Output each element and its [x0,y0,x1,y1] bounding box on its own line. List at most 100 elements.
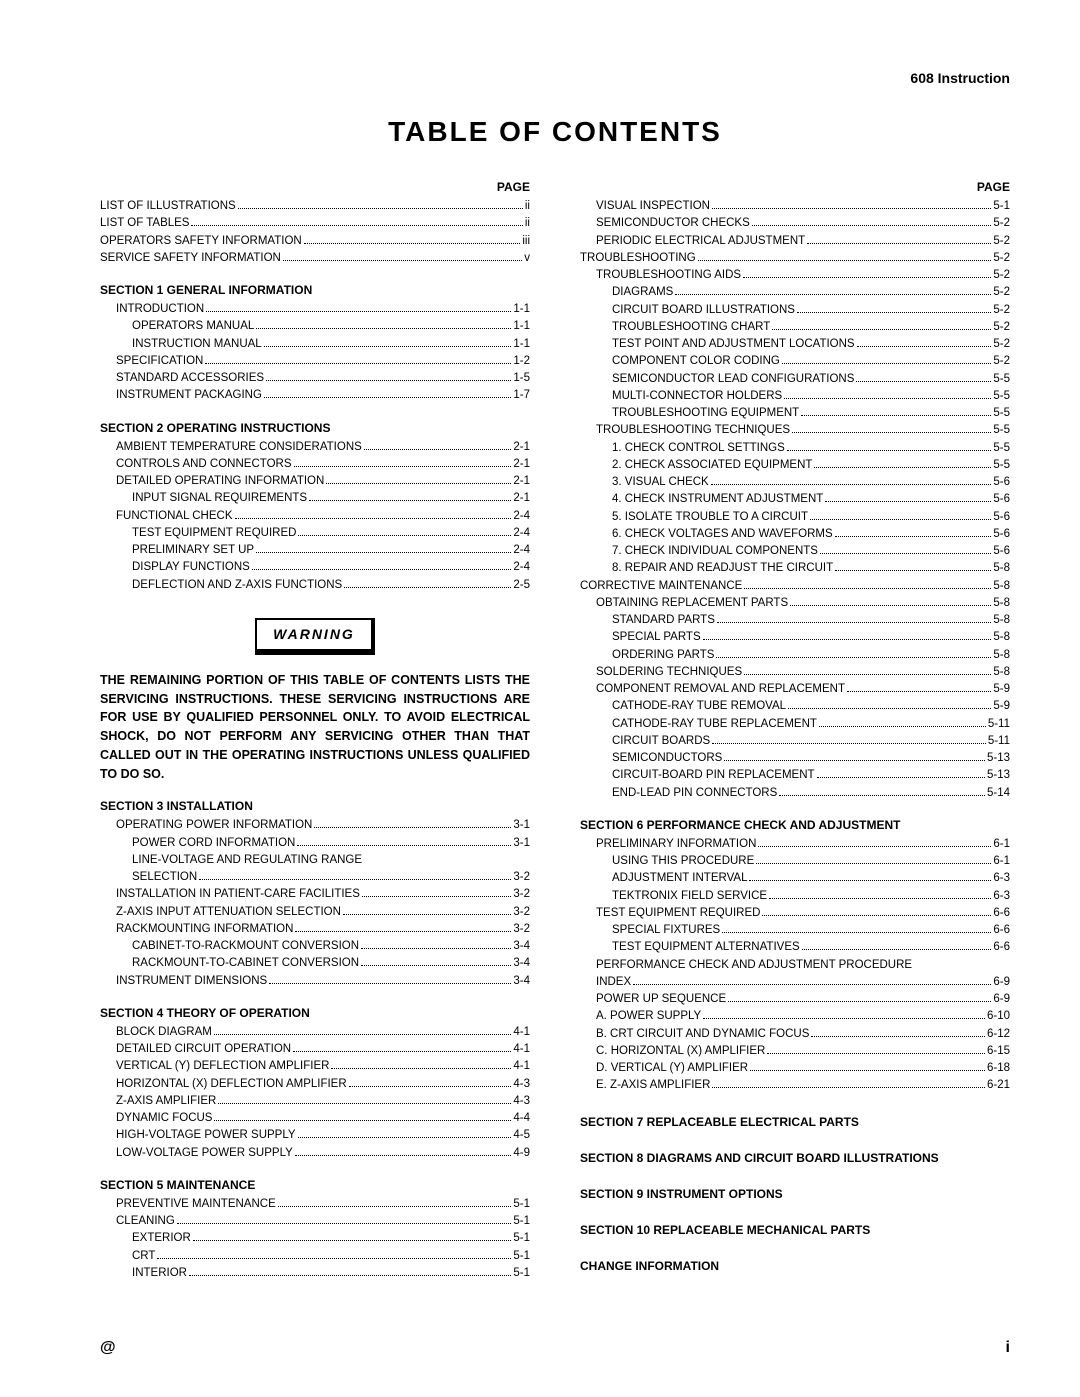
toc-entry-label: OPERATING POWER INFORMATION [116,817,312,834]
toc-leader-dots [698,260,992,261]
toc-leader-dots [362,896,511,897]
toc-entry-label: DEFLECTION AND Z-AXIS FUNCTIONS [132,577,342,594]
toc-entry-label: PERIODIC ELECTRICAL ADJUSTMENT [596,233,805,250]
toc-entry-page: 5-6 [993,526,1010,543]
toc-entry-label: SEMICONDUCTOR CHECKS [596,215,750,232]
toc-entry-page: 5-1 [513,1213,530,1230]
toc-entry-page: 1-1 [513,301,530,318]
toc-leader-dots [256,328,511,329]
toc-entry: TEST EQUIPMENT REQUIRED6-6 [580,905,1010,922]
toc-entry: END-LEAD PIN CONNECTORS5-14 [580,785,1010,802]
toc-entry: CABINET-TO-RACKMOUNT CONVERSION3-4 [100,938,530,955]
toc-entry-label: VERTICAL (Y) DEFLECTION AMPLIFIER [116,1058,329,1075]
toc-entry: INPUT SIGNAL REQUIREMENTS2-1 [100,490,530,507]
toc-entry-label: HORIZONTAL (X) DEFLECTION AMPLIFIER [116,1076,347,1093]
toc-entry-page: 5-8 [993,629,1010,646]
toc-entry-label: OBTAINING REPLACEMENT PARTS [596,595,788,612]
toc-entry-label: PRELIMINARY SET UP [132,542,254,559]
toc-entry-page: 3-2 [513,921,530,938]
toc-leader-dots [784,398,991,399]
toc-entry-page: 1-2 [513,353,530,370]
toc-entry: 5. ISOLATE TROUBLE TO A CIRCUIT5-6 [580,509,1010,526]
toc-entry-label: PRELIMINARY INFORMATION [596,836,756,853]
toc-entry-label: SPECIAL FIXTURES [612,922,720,939]
toc-entry: COMPONENT COLOR CODING5-2 [580,353,1010,370]
toc-leader-dots [752,225,992,226]
toc-entry-label: 6. CHECK VOLTAGES AND WAVEFORMS [612,526,833,543]
toc-entry-label: CATHODE-RAY TUBE REMOVAL [612,698,786,715]
toc-leader-dots [801,415,991,416]
toc-entry-page: 5-1 [513,1230,530,1247]
toc-entry-page: 4-3 [513,1093,530,1110]
toc-entry-page: 5-11 [988,716,1010,733]
toc-entry: DYNAMIC FOCUS4-4 [100,1110,530,1127]
toc-leader-dots [825,501,991,502]
toc-leader-dots [811,1036,985,1037]
toc-entry: 3. VISUAL CHECK5-6 [580,474,1010,491]
toc-entry: OPERATING POWER INFORMATION3-1 [100,817,530,834]
toc-entry: C. HORIZONTAL (X) AMPLIFIER6-15 [580,1043,1010,1060]
toc-entry: DETAILED CIRCUIT OPERATION4-1 [100,1041,530,1058]
doc-header: 608 Instruction [100,70,1010,86]
toc-entry-label: OPERATORS SAFETY INFORMATION [100,233,302,250]
toc-entry-label: POWER CORD INFORMATION [132,835,295,852]
toc-entry: LIST OF TABLESii [100,215,530,232]
toc-entry-label: 8. REPAIR AND READJUST THE CIRCUIT [612,560,833,577]
toc-leader-dots [343,914,511,915]
toc-entry: SPECIAL FIXTURES6-6 [580,922,1010,939]
toc-entry-page: 5-8 [993,612,1010,629]
toc-entry: SOLDERING TECHNIQUES5-8 [580,664,1010,681]
section-heading: SECTION 5 MAINTENANCE [100,1176,530,1194]
toc-entry-label: CATHODE-RAY TUBE REPLACEMENT [612,716,817,733]
toc-leader-dots [326,483,511,484]
toc-entry: CRT5-1 [100,1248,530,1265]
toc-leader-dots [361,948,511,949]
toc-entry-label: Z-AXIS AMPLIFIER [116,1093,216,1110]
toc-entry-page: 5-2 [993,267,1010,284]
toc-entry-label: CIRCUIT BOARDS [612,733,710,750]
toc-left-column: PAGELIST OF ILLUSTRATIONSiiLIST OF TABLE… [100,178,530,1282]
toc-entry-label: STANDARD PARTS [612,612,715,629]
toc-entry-label: 4. CHECK INSTRUMENT ADJUSTMENT [612,491,823,508]
toc-entry-page: 6-10 [987,1008,1010,1025]
toc-entry: MULTI-CONNECTOR HOLDERS5-5 [580,388,1010,405]
toc-entry-label: 3. VISUAL CHECK [612,474,709,491]
toc-entry-page: 6-9 [993,974,1010,991]
toc-leader-dots [264,346,512,347]
toc-leader-dots [797,312,991,313]
toc-leader-dots [728,1001,991,1002]
toc-entry-label: TEST POINT AND ADJUSTMENT LOCATIONS [612,336,855,353]
toc-leader-dots [304,243,521,244]
toc-entry-label: MULTI-CONNECTOR HOLDERS [612,388,782,405]
toc-entry-label: TEST EQUIPMENT REQUIRED [132,525,296,542]
toc-entry-page: 5-13 [987,767,1010,784]
toc-entry-page: 6-3 [993,870,1010,887]
toc-entry: 7. CHECK INDIVIDUAL COMPONENTS5-6 [580,543,1010,560]
toc-entry-page: 3-2 [513,869,530,886]
toc-entry: CLEANING5-1 [100,1213,530,1230]
toc-entry: CATHODE-RAY TUBE REPLACEMENT 5-11 [580,716,1010,733]
toc-leader-dots [743,277,991,278]
toc-entry-page: 5-8 [993,578,1010,595]
toc-entry-label: SELECTION [132,869,197,886]
toc-entry-page: 6-18 [987,1060,1010,1077]
toc-entry-page: 5-2 [993,284,1010,301]
toc-columns: PAGELIST OF ILLUSTRATIONSiiLIST OF TABLE… [100,178,1010,1282]
toc-entry: 1. CHECK CONTROL SETTINGS5-5 [580,440,1010,457]
toc-entry-page: 5-2 [993,336,1010,353]
toc-entry-page: 6-1 [993,836,1010,853]
toc-entry-page: 1-5 [513,370,530,387]
section-heading: SECTION 7 REPLACEABLE ELECTRICAL PARTS [580,1113,1010,1131]
toc-leader-dots [298,535,511,536]
toc-entry: B. CRT CIRCUIT AND DYNAMIC FOCUS6-12 [580,1026,1010,1043]
toc-entry: SERVICE SAFETY INFORMATIONv [100,250,530,267]
toc-entry-page: 4-1 [513,1041,530,1058]
toc-entry-label: ADJUSTMENT INTERVAL [612,870,747,887]
toc-entry-page: 2-4 [513,525,530,542]
toc-entry-label: LINE-VOLTAGE AND REGULATING RANGE [132,852,362,869]
toc-right-column: PAGEVISUAL INSPECTION5-1SEMICONDUCTOR CH… [580,178,1010,1282]
toc-entry-page: 2-1 [513,473,530,490]
toc-leader-dots [157,1258,511,1259]
section-heading: CHANGE INFORMATION [580,1257,1010,1275]
toc-leader-dots [711,484,992,485]
